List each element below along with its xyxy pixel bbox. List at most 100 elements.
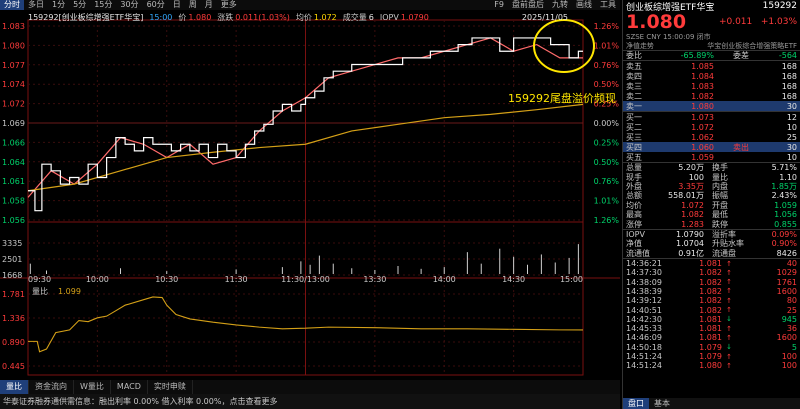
tab-month[interactable]: 月	[204, 0, 213, 9]
bid-row[interactable]: 买四 1.060 卖出 30	[623, 142, 800, 152]
tab-week[interactable]: 周	[188, 0, 197, 9]
tick-price: 1.082	[699, 268, 722, 278]
tab-15min[interactable]: 15分	[94, 0, 113, 9]
ask-price: 1.083	[691, 81, 714, 91]
tick-volume: 40	[786, 259, 797, 269]
tab-more[interactable]: 更多	[220, 0, 237, 9]
stat-value: 1.082	[681, 210, 704, 220]
tick-row: 14:51:24 1.080 ↑ 100	[623, 361, 800, 370]
stat-value: 1.85万	[771, 181, 797, 191]
ask-row[interactable]: 卖四 1.084 168	[623, 71, 800, 81]
intraday-chart[interactable]: 1.083 1.26% 1.080 1.01% 1.077 0.76% 1.074 0.50%…	[0, 10, 620, 380]
pct-tick-label: 1.01%	[594, 197, 620, 206]
stat-key: 溢折率	[712, 229, 736, 239]
tick-time: 14:51:24	[626, 352, 662, 362]
stat-key: 内盘	[712, 181, 728, 191]
ask-row[interactable]: 卖三 1.083 168	[623, 81, 800, 91]
up-arrow-icon: ↑	[726, 352, 732, 361]
pct-tick-label: 0.50%	[594, 80, 620, 89]
bid-label: 买五	[626, 152, 642, 162]
stat-value: 1.056	[774, 210, 797, 220]
tick-volume: 1029	[776, 268, 797, 278]
price-tick-label: 1.058	[2, 197, 25, 206]
stat-value: 8426	[776, 248, 797, 258]
tick-row: 14:40:51 1.082 ↑ 25	[623, 305, 800, 315]
tab-30min[interactable]: 30分	[120, 0, 139, 9]
bid-volume: 25	[786, 132, 797, 142]
panel-price: 1.080	[626, 11, 687, 33]
bid-row[interactable]: 买五 1.059 10	[623, 152, 800, 162]
tab-day[interactable]: 日	[172, 0, 181, 9]
tab-multiday[interactable]: 多日	[28, 0, 44, 9]
quote-info-bar: 159292[创业板综增强ETF华宝] 15:00 价 1.080 涨跌 0.0…	[0, 10, 620, 24]
stat-key: 振幅	[712, 191, 728, 201]
tick-volume: 36	[786, 324, 797, 334]
bid-label: 买四	[626, 142, 642, 152]
tick-row: 14:38:09 1.082 ↑ 1761	[623, 278, 800, 287]
down-arrow-icon: ↓	[726, 315, 732, 324]
tools-button[interactable]: 工具	[600, 0, 616, 9]
tab-1min[interactable]: 1分	[52, 0, 66, 9]
bid-row[interactable]: 买二 1.072 10	[623, 122, 800, 132]
ask-row[interactable]: 卖五 1.085 168	[623, 61, 800, 71]
tab-macd[interactable]: MACD	[111, 380, 148, 394]
f9-button[interactable]: F9	[494, 0, 504, 9]
tab-realtime-subscribe[interactable]: 实时申赎	[148, 380, 193, 394]
price-tick-label: 1.064	[2, 158, 25, 167]
pct-tick-label: 1.26%	[594, 22, 620, 31]
securities-lending-status[interactable]: 华泰证券融券通供需信息：融出利率 0.00% 借入利率 0.00%，点击查看更多	[0, 394, 620, 409]
bid-price: 1.072	[691, 122, 714, 132]
premarket-button[interactable]: 盘前盘后	[512, 0, 544, 9]
tab-60min[interactable]: 60分	[146, 0, 165, 9]
ratio-label: 委比	[626, 51, 642, 60]
stat-value: 5.71%	[771, 163, 797, 173]
tick-price: 1.082	[699, 296, 722, 306]
stat-row: 均价 1.072 开盘 1.059	[623, 201, 800, 210]
panel-title-row: 创业板综增强ETF华宝 159292	[623, 0, 800, 13]
tick-time: 14:37:30	[626, 268, 662, 278]
quote-time: 15:00	[149, 12, 173, 22]
stat-key: 流通盘	[712, 248, 736, 258]
panel-title: 创业板综增强ETF华宝	[626, 2, 715, 13]
ratio-tick-label: 1.336	[2, 314, 25, 323]
time-tick-label: 15:00	[560, 275, 583, 284]
ask-volume: 168	[781, 81, 797, 91]
stat-value: 1.059	[774, 200, 797, 210]
stat-row: 流通值 0.91亿 流通盘 8426	[623, 249, 800, 258]
ask-row[interactable]: 卖二 1.082 168	[623, 91, 800, 101]
stat-key: 涨停	[626, 219, 642, 229]
time-tick-label: 10:30	[155, 275, 178, 284]
tab-order-book[interactable]: 盘口	[623, 398, 649, 409]
jiuzhuan-button[interactable]: 九转	[552, 0, 568, 9]
tab-volume-ratio[interactable]: 量比	[0, 380, 29, 394]
stat-key: 最高	[626, 210, 642, 220]
bid-row[interactable]: 买三 1.062 25	[623, 132, 800, 142]
tick-volume: 1761	[776, 277, 797, 287]
ask-label: 卖五	[626, 61, 642, 71]
panel-change: +0.011	[718, 17, 753, 27]
tick-list[interactable]: 14:36:21 1.081 ↑ 40 14:37:30 1.082 ↑ 1029 14:38:…	[623, 257, 800, 371]
ask-row[interactable]: 卖一 1.080 30	[623, 101, 800, 111]
trend-label[interactable]: 净值走势	[626, 42, 654, 50]
ask-price: 1.082	[691, 91, 714, 101]
tab-basic-info[interactable]: 基本	[654, 399, 670, 408]
volume-tick-label: 2501	[2, 255, 22, 264]
panel-code: 159292	[762, 1, 797, 11]
indicator-tabs: 量比 资金流向 W量比 MACD 实时申赎	[0, 380, 620, 394]
tab-intraday[interactable]: 分时	[0, 0, 24, 10]
tick-time: 14:38:39	[626, 286, 662, 296]
up-arrow-icon: ↑	[726, 361, 732, 370]
tab-fund-flow[interactable]: 资金流向	[29, 380, 74, 394]
price-tick-label: 1.080	[2, 41, 25, 50]
diff-label: 委差	[733, 51, 749, 60]
change-label: 涨跌	[217, 12, 234, 22]
diff-value: -564	[778, 51, 797, 60]
tab-5min[interactable]: 5分	[73, 0, 87, 9]
stat-value: 1.072	[681, 200, 704, 210]
draw-line-button[interactable]: 画线	[576, 0, 592, 9]
tick-volume: 100	[781, 352, 797, 362]
bid-label: 买二	[626, 122, 642, 132]
bid-row[interactable]: 买一 1.073 12	[623, 112, 800, 122]
stat-value: 1.0790	[676, 229, 704, 239]
tab-w-volume-ratio[interactable]: W量比	[74, 380, 111, 394]
